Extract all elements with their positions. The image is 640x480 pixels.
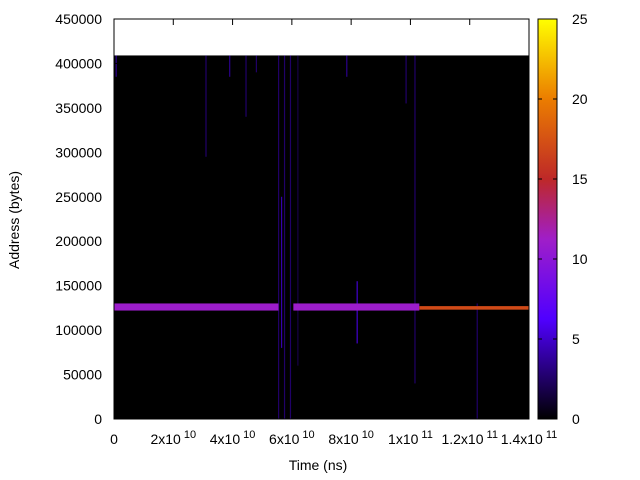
y-tick-label: 250000 bbox=[55, 189, 102, 205]
heatmap-background bbox=[114, 55, 529, 419]
heatmap-streak bbox=[405, 55, 407, 104]
y-tick-label: 300000 bbox=[55, 144, 102, 160]
heatmap-streak bbox=[115, 55, 117, 77]
y-tick-label: 50000 bbox=[63, 367, 102, 383]
colorbar: 0 5 10 15 20 25 bbox=[537, 11, 588, 427]
y-axis-label: Address (bytes) bbox=[6, 171, 22, 269]
y-tick-label: 0 bbox=[94, 411, 102, 427]
x-tick-label: 1x10 11 bbox=[388, 429, 433, 447]
colorbar-tick-label: 25 bbox=[572, 11, 588, 27]
heatmap-streak bbox=[414, 55, 416, 384]
heatmap-streak bbox=[278, 55, 280, 419]
colorbar-tick-label: 15 bbox=[572, 171, 588, 187]
heatmap-streak bbox=[229, 55, 231, 77]
x-tick-label: 0 bbox=[110, 431, 118, 447]
heatmap-streak bbox=[346, 55, 348, 77]
colorbar-tick-label: 5 bbox=[572, 331, 580, 347]
heatmap-streak bbox=[356, 281, 358, 344]
heatmap-band bbox=[114, 303, 279, 311]
heatmap-streak bbox=[255, 55, 257, 73]
heatmap-streak bbox=[245, 55, 247, 117]
x-tick-label: 6x10 10 bbox=[269, 429, 315, 447]
heatmap-band bbox=[419, 306, 529, 310]
colorbar-tick-label: 20 bbox=[572, 91, 588, 107]
plot-area bbox=[114, 55, 529, 419]
heatmap-band bbox=[293, 303, 420, 311]
x-tick-label: 8x10 10 bbox=[328, 429, 374, 447]
heatmap-streak bbox=[283, 55, 286, 419]
heatmap-streak bbox=[280, 196, 283, 348]
x-tick-label: 1.2x10 11 bbox=[441, 429, 497, 447]
plot-frame bbox=[113, 18, 530, 420]
heatmap-streak bbox=[476, 303, 478, 419]
colorbar-tick-label: 0 bbox=[572, 411, 580, 427]
colorbar-scale bbox=[537, 18, 558, 420]
y-tick-label: 200000 bbox=[55, 233, 102, 249]
heatmap-streak bbox=[289, 55, 292, 419]
y-tick-label: 400000 bbox=[55, 55, 102, 71]
y-tick-label: 150000 bbox=[55, 278, 102, 294]
y-tick-label: 450000 bbox=[55, 11, 102, 27]
y-tick-label: 350000 bbox=[55, 100, 102, 116]
x-tick-label: 1.4x10 11 bbox=[501, 429, 557, 447]
heatmap-streak bbox=[297, 55, 299, 366]
heatmap-streak bbox=[205, 55, 207, 157]
colorbar-tick-label: 10 bbox=[572, 251, 588, 267]
y-tick-label: 100000 bbox=[55, 322, 102, 338]
x-axis-label: Time (ns) bbox=[289, 457, 348, 473]
x-tick-label: 4x10 10 bbox=[210, 429, 256, 447]
axes: 0 2x10 10 4x10 10 6x10 10 8x10 10 1x10 11 1.2x10 11 1… bbox=[55, 11, 557, 447]
x-tick-label: 2x10 10 bbox=[150, 429, 196, 447]
